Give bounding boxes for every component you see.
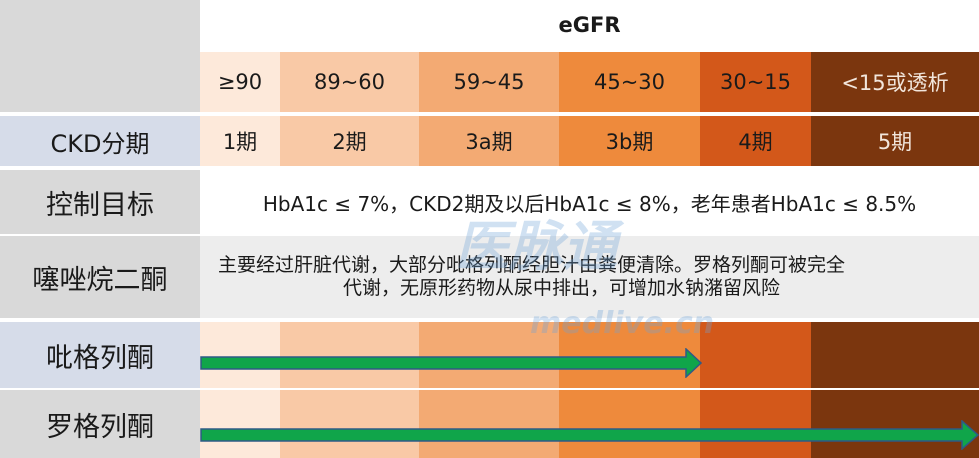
rosiglitazone-arrow [200, 420, 979, 450]
medlive-watermark: 医脉通 medlive.cn [455, 215, 714, 341]
ckd-stage-3a: 3a期 [419, 116, 559, 166]
ckd-stage-label: CKD分期 [0, 116, 200, 166]
control-target-label: 控制目标 [0, 170, 200, 234]
egfr-range-4: 30~15 [700, 52, 811, 112]
rosi-band-4 [700, 390, 811, 458]
ckd-stage-1: 1期 [200, 116, 280, 166]
rosi-band-1 [200, 390, 280, 458]
egfr-range-3a: 59~45 [419, 52, 559, 112]
egfr-range-1: ≥90 [200, 52, 280, 112]
rosi-band-3b [559, 390, 700, 458]
ckd-stage-2: 2期 [280, 116, 419, 166]
pio-band-5 [811, 322, 979, 388]
rosi-band-2 [280, 390, 419, 458]
egfr-range-5: <15或透析 [811, 52, 979, 112]
pio-band-3b [559, 322, 700, 388]
pio-band-3a [419, 322, 559, 388]
svg-text:medlive.cn: medlive.cn [530, 306, 714, 341]
pioglitazone-label: 吡格列酮 [0, 322, 200, 388]
ckd-stage-4: 4期 [700, 116, 811, 166]
egfr-range-3b: 45~30 [559, 52, 700, 112]
egfr-range-2: 89~60 [280, 52, 419, 112]
svg-text:医脉通: 医脉通 [455, 215, 625, 278]
tzd-note-line-2: 代谢，无原形药物从尿中排出，可增加水钠潴留风险 [343, 277, 781, 299]
rosi-band-3a [419, 390, 559, 458]
pioglitazone-arrow [200, 348, 702, 378]
rosiglitazone-label: 罗格列酮 [0, 390, 200, 458]
corner-cell [0, 0, 200, 112]
pio-band-2 [280, 322, 419, 388]
tzd-label: 噻唑烷二酮 [0, 236, 200, 318]
pio-band-4 [700, 322, 811, 388]
egfr-header: eGFR [200, 0, 979, 50]
ckd-stage-5: 5期 [811, 116, 979, 166]
ckd-stage-3b: 3b期 [559, 116, 700, 166]
rosi-band-5 [811, 390, 979, 458]
tzd-note: 主要经过肝脏代谢，大部分吡格列酮经胆汁由粪便清除。罗格列酮可被完全 代谢，无原形… [200, 236, 979, 318]
pio-band-1 [200, 322, 280, 388]
tzd-note-line-1: 主要经过肝脏代谢，大部分吡格列酮经胆汁由粪便清除。罗格列酮可被完全 [218, 254, 846, 276]
control-target-text: HbA1c ≤ 7%，CKD2期及以后HbA1c ≤ 8%，老年患者HbA1c … [200, 170, 979, 234]
